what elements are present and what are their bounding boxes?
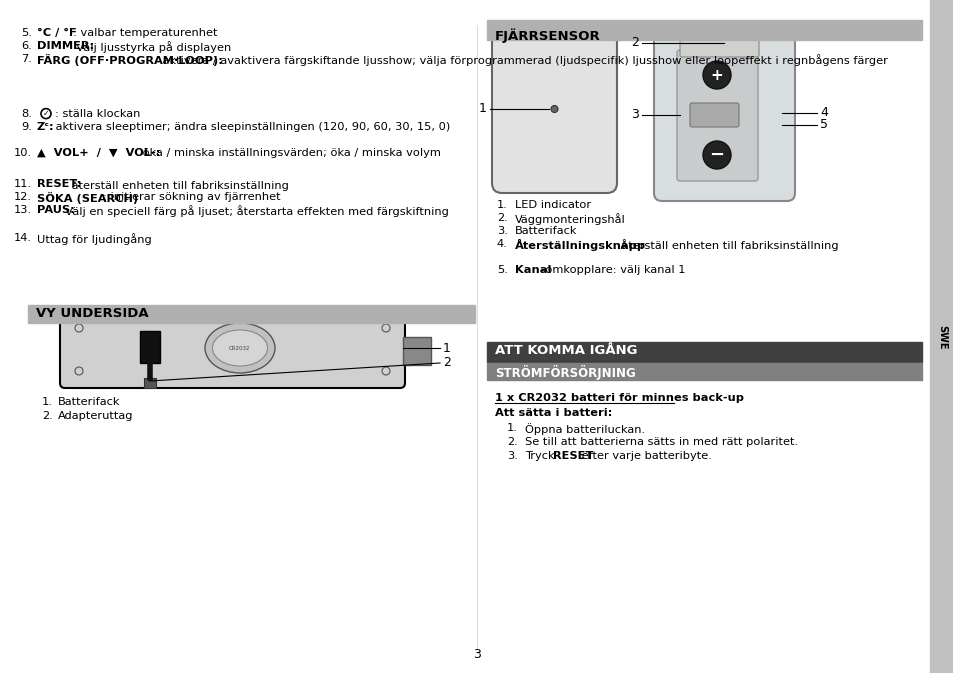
Text: 2.: 2. [42, 411, 52, 421]
Text: 3.: 3. [506, 451, 517, 461]
Text: 2.: 2. [497, 213, 507, 223]
Text: Adapteruttag: Adapteruttag [58, 411, 133, 421]
Text: 4.: 4. [497, 239, 507, 249]
Text: ✓: ✓ [43, 109, 50, 118]
Text: °C / °F: °C / °F [37, 28, 76, 38]
Ellipse shape [205, 323, 274, 373]
FancyBboxPatch shape [492, 25, 617, 193]
Text: 5.: 5. [497, 265, 507, 275]
Text: 5.: 5. [21, 28, 32, 38]
Text: LED indicator: LED indicator [515, 200, 591, 210]
Text: ATT KOMMA IGÅNG: ATT KOMMA IGÅNG [495, 344, 637, 357]
Text: 1: 1 [442, 341, 451, 355]
Bar [402, 337, 431, 365]
Text: : Återställ enheten till fabriksinställning: : Återställ enheten till fabriksinställn… [612, 239, 838, 251]
Bar [486, 20, 921, 40]
Text: 3.: 3. [497, 226, 507, 236]
Text: STRÖMFÖRSÖRJNING: STRÖMFÖRSÖRJNING [495, 365, 635, 380]
Text: 3: 3 [473, 648, 480, 661]
Text: RESET: RESET [552, 451, 592, 461]
Bar [486, 342, 921, 362]
Text: SÖKA (SEARCH): SÖKA (SEARCH) [37, 192, 138, 204]
Text: Batterifack: Batterifack [58, 397, 120, 407]
Text: : valbar temperaturenhet: : valbar temperaturenhet [72, 28, 217, 38]
Circle shape [702, 141, 730, 169]
Text: aktivera / avaktivera färgskiftande ljusshow; välja förprogrammerad (ljudspecifi: aktivera / avaktivera färgskiftande ljus… [159, 54, 887, 66]
FancyBboxPatch shape [654, 27, 794, 201]
Text: Uttag för ljudingång: Uttag för ljudingång [37, 234, 152, 245]
Text: 1.: 1. [497, 200, 507, 210]
Ellipse shape [213, 330, 267, 366]
Text: SWE: SWE [936, 325, 946, 349]
Text: återställ enheten till fabriksinställning: återställ enheten till fabriksinställnin… [68, 179, 288, 190]
Text: Kanal: Kanal [515, 265, 551, 275]
Text: 6.: 6. [21, 41, 32, 51]
FancyBboxPatch shape [679, 35, 759, 57]
Text: 2.: 2. [506, 437, 517, 447]
Text: aktivera sleeptimer; ändra sleepinställningen (120, 90, 60, 30, 15, 0): aktivera sleeptimer; ändra sleepinställn… [52, 122, 450, 132]
Text: välj ljusstyrka på displayen: välj ljusstyrka på displayen [72, 41, 231, 53]
Bar [486, 363, 921, 380]
Text: Zᶜ:: Zᶜ: [37, 122, 54, 132]
Text: FJÄRRSENSOR: FJÄRRSENSOR [495, 28, 600, 42]
Text: 1.: 1. [506, 423, 517, 433]
Text: efter varje batteribyte.: efter varje batteribyte. [578, 451, 712, 461]
Text: PAUS:: PAUS: [37, 205, 74, 215]
Bar [929, 0, 953, 673]
Text: 5: 5 [820, 118, 827, 131]
Text: 13.: 13. [14, 205, 32, 215]
Text: +: + [710, 67, 722, 83]
Text: VY UNDERSIDA: VY UNDERSIDA [36, 307, 149, 320]
Text: RESET:: RESET: [37, 179, 81, 189]
FancyBboxPatch shape [689, 103, 739, 127]
Text: 4: 4 [820, 106, 827, 120]
Circle shape [702, 61, 730, 89]
Text: Väggmonteringshål: Väggmonteringshål [515, 213, 625, 225]
Text: Se till att batterierna sätts in med rätt polaritet.: Se till att batterierna sätts in med rät… [524, 437, 798, 447]
Text: 9.: 9. [21, 122, 32, 132]
Text: 7.: 7. [21, 54, 32, 64]
Text: DIMMER:: DIMMER: [37, 41, 94, 51]
FancyBboxPatch shape [60, 310, 405, 388]
Bar [140, 331, 160, 363]
Text: 11.: 11. [14, 179, 32, 189]
Text: 12.: 12. [14, 192, 32, 202]
Text: 1.: 1. [42, 397, 52, 407]
Text: Batterifack: Batterifack [515, 226, 577, 236]
Text: 1 x CR2032 batteri för minnes back-up: 1 x CR2032 batteri för minnes back-up [495, 393, 743, 403]
Text: : ställa klockan: : ställa klockan [55, 108, 140, 118]
Text: 14.: 14. [14, 234, 32, 244]
Text: CR2032: CR2032 [229, 345, 251, 351]
Text: Tryck: Tryck [524, 451, 558, 461]
Text: Att sätta i batteri:: Att sätta i batteri: [495, 408, 612, 418]
Text: Återställningsknapp: Återställningsknapp [515, 239, 645, 251]
Text: FÄRG (OFF·PROGRAM·LOOP):: FÄRG (OFF·PROGRAM·LOOP): [37, 54, 223, 66]
Text: −: − [709, 146, 723, 164]
Text: 8.: 8. [21, 108, 32, 118]
Text: 10.: 10. [14, 147, 32, 157]
Text: Öppna batteriluckan.: Öppna batteriluckan. [524, 423, 644, 435]
Text: öka / minska inställningsvärden; öka / minska volym: öka / minska inställningsvärden; öka / m… [139, 147, 440, 157]
Text: 2: 2 [442, 357, 451, 369]
Bar [144, 378, 156, 388]
FancyBboxPatch shape [677, 50, 758, 181]
Text: välj en speciell färg på ljuset; återstarta effekten med färgskiftning: välj en speciell färg på ljuset; återsta… [63, 205, 449, 217]
Bar [28, 305, 475, 323]
Text: 3: 3 [631, 108, 639, 122]
Circle shape [551, 106, 558, 112]
Text: 2: 2 [631, 36, 639, 50]
Text: -omkopplare: välj kanal 1: -omkopplare: välj kanal 1 [540, 265, 684, 275]
Text: : initierar sökning av fjärrenhet: : initierar sökning av fjärrenhet [103, 192, 280, 202]
Text: ▲  VOL+  /  ▼  VOL-:: ▲ VOL+ / ▼ VOL-: [37, 147, 160, 157]
Text: 1: 1 [478, 102, 486, 116]
